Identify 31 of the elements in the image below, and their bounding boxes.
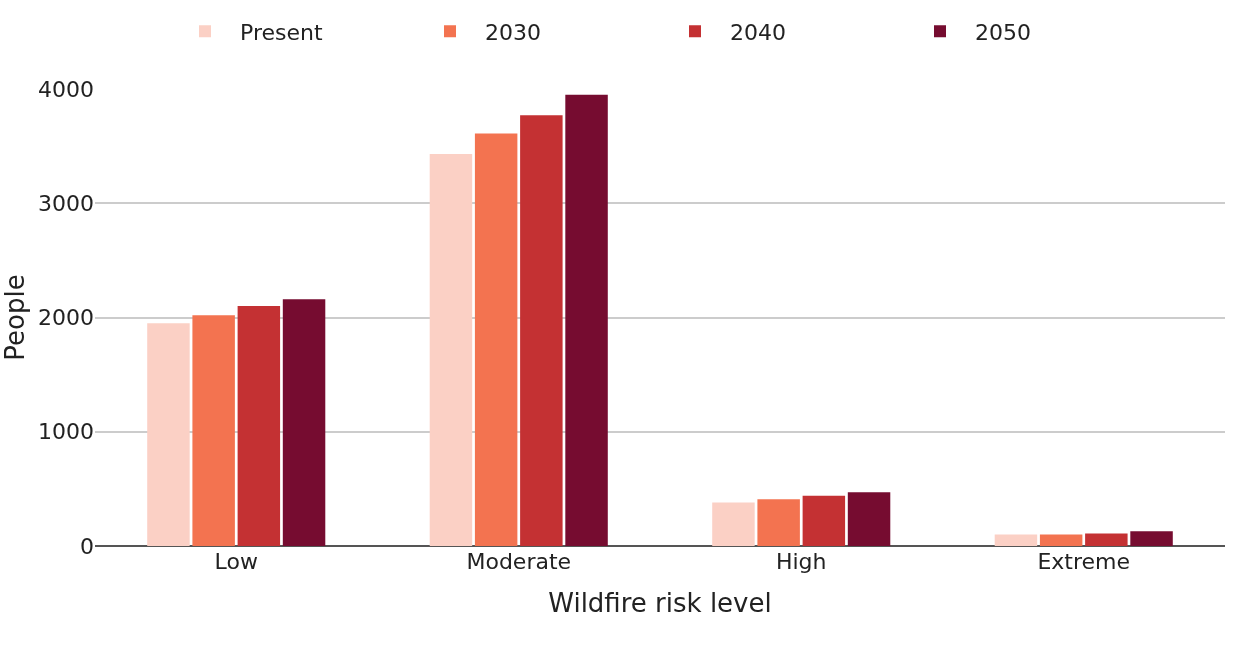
bar bbox=[237, 306, 281, 546]
bar bbox=[1130, 531, 1173, 546]
legend-label: 2030 bbox=[485, 19, 541, 45]
x-tick-label: High bbox=[775, 549, 827, 574]
legend-label: 2050 bbox=[975, 19, 1031, 45]
x-tick-label: Moderate bbox=[466, 549, 572, 574]
bar bbox=[757, 499, 800, 546]
bar bbox=[474, 133, 518, 546]
bar bbox=[282, 299, 326, 546]
y-tick-label: 4000 bbox=[38, 76, 94, 102]
bar bbox=[712, 502, 755, 546]
bar bbox=[429, 154, 473, 546]
y-axis-title: People bbox=[0, 274, 30, 361]
x-tick-label: Extreme bbox=[1037, 549, 1131, 574]
bar bbox=[565, 94, 608, 546]
bar bbox=[147, 323, 190, 546]
legend-label: Present bbox=[240, 19, 323, 45]
x-tick-label: Low bbox=[214, 549, 258, 574]
y-tick-label: 3000 bbox=[38, 190, 94, 216]
bar bbox=[192, 315, 235, 546]
bar bbox=[847, 492, 891, 546]
y-tick-label: 1000 bbox=[38, 419, 94, 445]
bar bbox=[520, 115, 563, 546]
y-tick-label: 0 bbox=[80, 533, 94, 559]
bar bbox=[1085, 533, 1128, 546]
bar bbox=[994, 534, 1038, 546]
bar bbox=[1039, 534, 1083, 546]
legend-label: 2040 bbox=[730, 19, 786, 45]
bar bbox=[802, 495, 846, 546]
x-axis-title: Wildfire risk level bbox=[548, 587, 772, 618]
y-tick-label: 2000 bbox=[38, 305, 94, 331]
